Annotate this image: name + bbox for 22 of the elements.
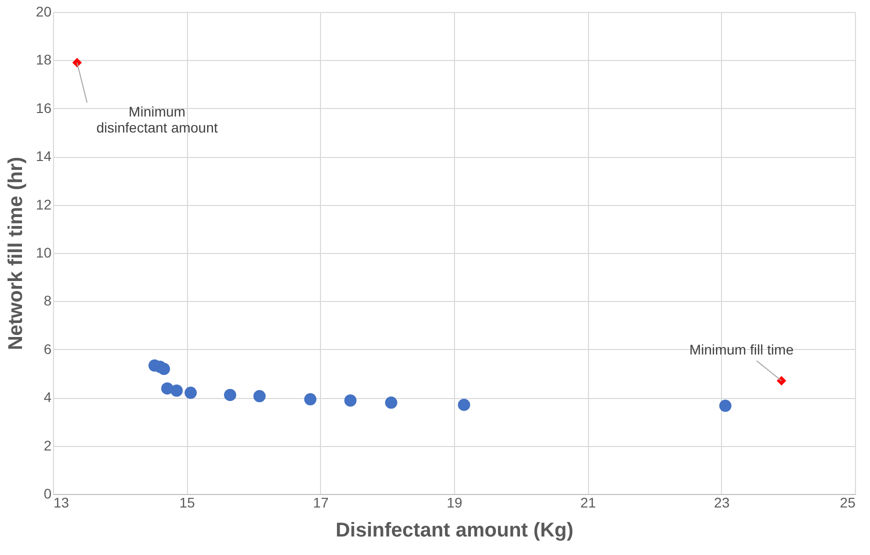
y-tick-label: 12 [36,196,52,212]
y-tick-label: 0 [44,486,52,502]
y-tick-label: 20 [36,4,52,20]
y-tick-label: 6 [44,340,52,357]
y-tick-label: 10 [36,244,52,260]
x-tick-label: 15 [179,494,196,510]
y-tick-label: 8 [44,292,52,309]
y-tick-label: 2 [44,437,52,454]
x-tick-label: 21 [580,494,596,510]
y-tick-label: 4 [44,389,52,406]
y-axis-title: Network fill time (hr) [4,156,27,350]
x-tick-label: 17 [313,494,329,510]
y-tick-label: 14 [36,148,52,164]
x-axis-title: Disinfectant amount (Kg) [336,520,574,542]
x-tick-label: 13 [54,494,70,510]
annotation: Minimum fill time [689,342,794,358]
annotation: Minimum disinfectant amount [96,104,218,136]
x-tick-label: 23 [714,494,730,510]
y-tick-label: 16 [36,100,52,116]
y-tick-label: 18 [36,52,52,68]
x-tick-label: 19 [446,494,462,510]
x-tick-label: 25 [840,494,856,510]
